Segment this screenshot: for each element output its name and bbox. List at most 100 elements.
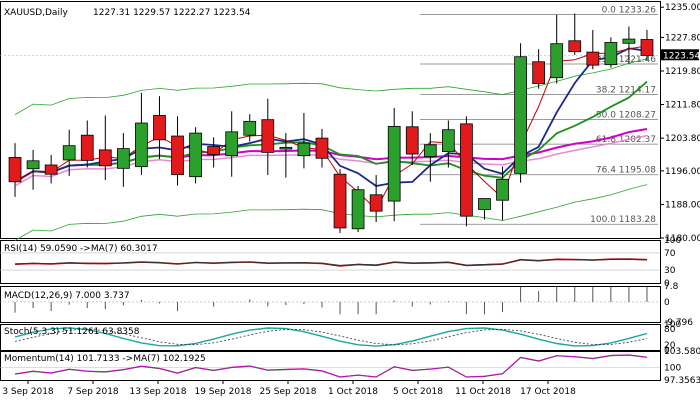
x-axis-label: 1 Oct 2018 [328, 387, 378, 397]
candle-body [622, 38, 636, 44]
indicator-y-tick-label: 97.3563 [664, 376, 700, 386]
candle-body [135, 122, 148, 168]
x-axis-label: 17 Oct 2018 [520, 387, 576, 397]
candle-body [333, 173, 347, 229]
momentum-panel[interactable] [0, 354, 660, 378]
rsi-ma-line [14, 258, 648, 266]
candle-body [586, 51, 600, 66]
indicator-y-tick-label: 100 [664, 236, 681, 246]
x-axis-label: 25 Sep 2018 [259, 387, 316, 397]
candle-body [315, 137, 329, 159]
current-price-label: 1223.54 [663, 51, 700, 61]
candle-body [243, 120, 257, 136]
fib-level-label: 38.2 1214.17 [596, 86, 656, 96]
indicator-y-axes: 100703007.80-9.79610080200103.580610097.… [664, 236, 700, 386]
indicator-y-tick-label: 0 [664, 346, 670, 356]
candle-body [369, 194, 383, 212]
macd-label: MACD(12,26,9) 7.000 3.737 [4, 291, 130, 301]
stoch-d-line [14, 328, 648, 346]
x-axis-label: 11 Oct 2018 [455, 387, 511, 397]
indicator-y-tick-label: 0 [664, 279, 670, 289]
candle-body [189, 132, 202, 178]
price-y-axis: 1235.00 1227.80 1219.80 1211.80 1203.80 1196.… [660, 3, 700, 244]
x-axis-label: 5 Oct 2018 [393, 387, 443, 397]
candle-body [514, 56, 527, 174]
indicator-y-tick-label: -9.796 [664, 318, 693, 328]
chart-symbol: XAUUSD,Daily [4, 8, 68, 18]
x-axis-label: 19 Sep 2018 [194, 387, 251, 397]
candle-body [279, 146, 293, 150]
macd-panel[interactable] [0, 286, 660, 315]
price-y-tick-label: 1203.80 [665, 134, 700, 144]
envelope-lower-line [14, 184, 648, 241]
momentum-label: Momentum(14) 101.7133 ->MA(7) 102.1925 [4, 354, 206, 364]
x-axis-label: 7 Sep 2018 [67, 387, 119, 397]
time-x-axis: 3 Sep 2018 7 Sep 2018 13 Sep 2018 19 Sep 20… [2, 380, 576, 397]
panel-frame-3 [0, 324, 661, 351]
candle-body [26, 160, 40, 170]
indicator-y-tick-label: 7.8 [664, 282, 679, 292]
indicator-y-tick-label: 80 [664, 325, 676, 335]
candle-body [387, 125, 401, 202]
candle-body [171, 135, 184, 176]
rsi-panel[interactable] [0, 252, 660, 271]
panel-frame-1 [0, 240, 661, 284]
panel-frames [0, 1, 661, 381]
candle-body [80, 134, 94, 161]
price-y-tick-label: 1211.80 [665, 101, 700, 111]
candle-body [44, 164, 58, 175]
indicator-y-tick-label: 100 [664, 364, 681, 374]
price-y-tick-label: 1196.00 [665, 167, 700, 177]
price-y-tick-label: 1235.00 [665, 3, 700, 13]
stoch-panel[interactable] [14, 327, 648, 347]
indicator-y-tick-label: 103.5806 [664, 347, 700, 357]
fib-level-label: 76.4 1195.08 [596, 166, 656, 176]
price-y-tick-label: 1219.80 [665, 67, 700, 77]
candle-body [568, 40, 582, 53]
price-y-tick-label: 1180.00 [665, 234, 700, 244]
candle-body [496, 178, 509, 201]
candle-body [442, 129, 455, 152]
candlesticks [8, 13, 654, 233]
candle-body [532, 61, 545, 84]
panel-frame-4 [0, 351, 661, 381]
fib-level-label: 23.6 1221.46 [596, 55, 656, 65]
candle-body [153, 115, 166, 141]
candle-body [225, 131, 239, 157]
x-axis-label: 13 Sep 2018 [129, 387, 186, 397]
momentum-ma-line [14, 354, 648, 378]
candle-body [351, 189, 365, 230]
indicator-y-tick-label: 70 [664, 249, 676, 259]
fibonacci-levels: 0.0 1233.26 23.6 1221.46 38.2 1214.17 50.0 … [0, 5, 660, 225]
current-price-badge: 1223.54 [661, 49, 700, 61]
panel-frame-2 [0, 286, 661, 323]
candle-body [478, 198, 491, 210]
indicator-y-tick-label: 100 [664, 320, 681, 330]
candle-body [460, 123, 473, 217]
candle-body [604, 42, 618, 66]
fib-level-label: 50.0 1208.27 [596, 110, 656, 120]
candle-body [62, 145, 76, 161]
candle-body [297, 142, 311, 157]
indicator-y-tick-label: 30 [664, 266, 676, 276]
fib-level-label: 0.0 1233.26 [602, 5, 657, 15]
candle-body [98, 149, 112, 167]
price-panel[interactable]: 0.0 1233.26 23.6 1221.46 38.2 1214.17 50.0 … [0, 5, 660, 241]
price-y-tick-label: 1188.00 [665, 200, 700, 210]
candle-body [8, 157, 22, 183]
x-axis-label: 3 Sep 2018 [2, 387, 54, 397]
indicator-y-tick-label: 20 [664, 341, 676, 351]
candle-body [423, 144, 437, 157]
candle-body [117, 148, 130, 169]
candle-body [405, 126, 419, 155]
stoch-k-line [14, 327, 648, 347]
candle-body [550, 43, 564, 79]
panel-frame-0 [0, 1, 661, 239]
price-y-tick-label: 1227.80 [665, 33, 700, 43]
candle-body [640, 39, 654, 56]
indicator-y-tick-label: 0 [664, 298, 670, 308]
fib-level-label: 100.0 1183.28 [590, 215, 656, 225]
candle-body [207, 146, 220, 155]
chart-ohlc: 1227.31 1229.57 1222.27 1223.54 [93, 8, 251, 18]
